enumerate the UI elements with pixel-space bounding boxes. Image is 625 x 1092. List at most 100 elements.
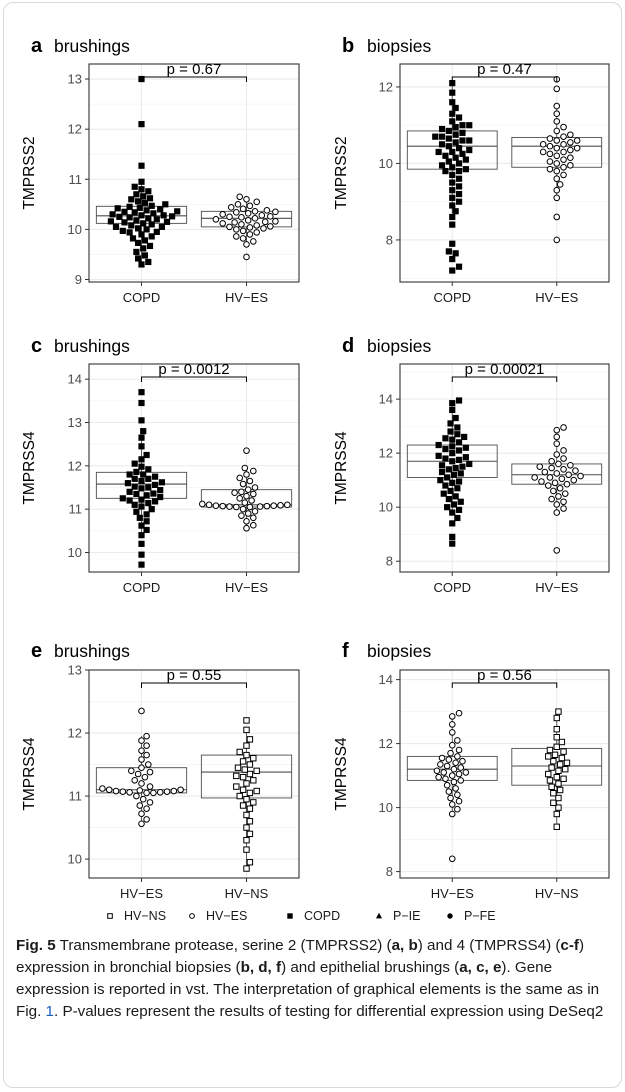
data-point [452, 124, 459, 131]
panel-e: 10 11 12 13 HV−ES HV−NS TMPRSS4 e brushings p = 0… [21, 640, 300, 901]
legend-marker [107, 913, 113, 919]
caption-bold-cf: c-f [560, 937, 579, 954]
data-point [555, 804, 562, 811]
data-point [550, 790, 557, 797]
caption-fig-ref-link[interactable]: 1 [45, 1003, 54, 1020]
data-point [250, 490, 257, 498]
data-point [548, 783, 555, 790]
data-point [455, 145, 463, 152]
data-point [438, 462, 446, 469]
series-copd [406, 80, 498, 274]
data-point [455, 506, 463, 513]
data-point [449, 458, 456, 465]
data-point [138, 747, 145, 754]
data-point [452, 759, 459, 767]
data-point [124, 480, 131, 487]
y-tick-label: 10 [379, 800, 393, 815]
data-point [449, 479, 456, 486]
data-point [126, 488, 133, 495]
data-point [553, 127, 561, 135]
data-point [442, 775, 449, 783]
data-point [560, 133, 567, 140]
legend-label: P−IE [393, 909, 420, 923]
data-point [272, 218, 279, 225]
significance-bracket: p = 0.67 [141, 61, 247, 82]
data-point [141, 237, 148, 244]
data-point [452, 250, 459, 257]
data-point [462, 156, 469, 163]
data-point [121, 208, 128, 215]
data-point [145, 466, 152, 473]
legend-marker [287, 913, 293, 919]
data-point [448, 810, 456, 818]
data-point [243, 742, 250, 749]
data-point [138, 477, 145, 485]
y-tick-label: 8 [386, 864, 393, 879]
data-point [553, 547, 561, 554]
data-point [449, 540, 456, 547]
data-point [445, 756, 453, 763]
data-point [449, 89, 456, 96]
data-point [449, 164, 456, 171]
p-value-label: p = 0.55 [167, 667, 222, 684]
data-point [133, 490, 140, 498]
data-point [239, 758, 247, 765]
data-point [170, 787, 178, 795]
data-point [448, 713, 456, 720]
data-point [553, 110, 561, 118]
data-point [148, 233, 155, 240]
data-point [138, 485, 145, 492]
x-tick-label: HV−ES [225, 580, 268, 595]
data-point [152, 481, 159, 488]
data-point [567, 131, 574, 139]
data-point [253, 222, 261, 229]
y-tick-label: 12 [379, 446, 393, 461]
data-point [260, 225, 267, 232]
data-point [105, 786, 113, 794]
data-point [444, 474, 451, 481]
data-point [443, 762, 451, 770]
x-tick-label: HV−NS [225, 886, 269, 901]
data-point [455, 114, 463, 121]
caption-text-2: ) and 4 (TMPRSS4) ( [417, 937, 561, 954]
data-point [445, 248, 452, 255]
data-point [435, 773, 442, 781]
data-point [246, 503, 254, 511]
data-point [148, 202, 155, 209]
data-point [126, 471, 133, 478]
data-point [135, 198, 142, 205]
plot-border [88, 363, 300, 573]
series-copd [95, 389, 188, 568]
data-point [251, 208, 259, 215]
legend-label: HV−ES [206, 909, 247, 923]
data-point [553, 433, 561, 441]
data-point [160, 212, 167, 219]
data-point [141, 773, 149, 781]
data-point [128, 196, 135, 203]
data-point [126, 203, 133, 210]
data-point [233, 772, 240, 780]
data-point [138, 496, 145, 503]
data-point [150, 789, 157, 797]
data-point [241, 499, 249, 506]
data-point [563, 759, 571, 766]
y-tick-label: 12 [68, 726, 82, 741]
data-point [146, 242, 154, 250]
data-point [560, 447, 567, 454]
data-point [556, 484, 564, 492]
data-point [560, 123, 567, 131]
plot-background [89, 64, 299, 282]
data-point [243, 846, 250, 853]
data-point [457, 777, 465, 784]
data-point [145, 484, 152, 491]
data-point [145, 188, 152, 195]
data-point [538, 478, 545, 485]
data-point [145, 500, 152, 507]
panel-c: 10 11 12 13 14 COPD HV−ES TMPRSS4 c brushings p = … [21, 335, 300, 595]
data-point [454, 753, 461, 760]
data-point [143, 511, 150, 518]
data-point [577, 472, 584, 480]
caption-bold-bdf: b, d, f [240, 959, 282, 976]
data-point [449, 99, 456, 106]
legend-label: COPD [304, 909, 340, 923]
